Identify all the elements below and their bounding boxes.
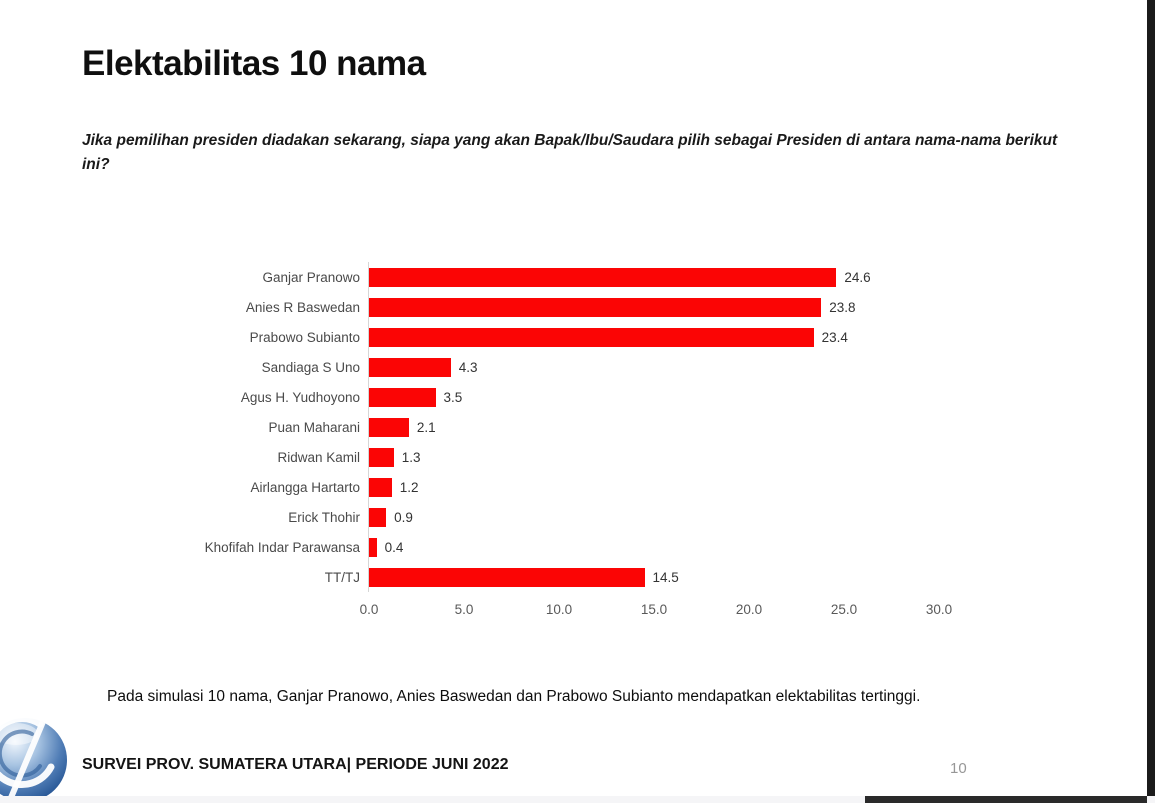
- bar-value-label: 0.4: [384, 539, 404, 555]
- x-axis-tick-label: 10.0: [545, 602, 573, 617]
- bar-value-label: 1.3: [401, 449, 421, 465]
- bar-row: Khofifah Indar Parawansa 0.4: [180, 532, 1040, 562]
- bar-row: Sandiaga S Uno 4.3: [180, 352, 1040, 382]
- bar-track: 24.6: [368, 262, 1040, 292]
- bar: [369, 327, 814, 347]
- bar-value-label: 2.1: [416, 419, 436, 435]
- x-axis-tick-label: 30.0: [925, 602, 953, 617]
- bar-row: Ganjar Pranowo 24.6: [180, 262, 1040, 292]
- bar-category-label: Ganjar Pranowo: [262, 269, 360, 285]
- bar: [369, 387, 436, 407]
- bar-category-label: Agus H. Yudhoyono: [240, 389, 360, 405]
- x-axis-ticks: 0.0 5.0 10.0 15.0 20.0 25.0 30.0: [360, 602, 1040, 622]
- bar-category-label: Puan Maharani: [268, 419, 360, 435]
- bar-track: 1.2: [368, 472, 1040, 502]
- bar-category-label: Anies R Baswedan: [245, 299, 360, 315]
- bar-chart: Ganjar Pranowo 24.6 Anies R Baswedan 23.8 Pr…: [180, 262, 1040, 622]
- bar-row: Agus H. Yudhoyono 3.5: [180, 382, 1040, 412]
- bar-row: Ridwan Kamil 1.3: [180, 442, 1040, 472]
- x-axis-tick-label: 25.0: [830, 602, 858, 617]
- page-number: 10: [950, 760, 967, 777]
- bar-row: TT/TJ 14.5: [180, 562, 1040, 592]
- bar-category-label: Ridwan Kamil: [277, 449, 360, 465]
- bar-row: Puan Maharani 2.1: [180, 412, 1040, 442]
- bar-track: 23.4: [368, 322, 1040, 352]
- bar-value-label: 1.2: [399, 479, 419, 495]
- bar-track: 23.8: [368, 292, 1040, 322]
- bar: [369, 267, 837, 287]
- bar: [369, 357, 451, 377]
- bar-track: 2.1: [368, 412, 1040, 442]
- bar: [369, 507, 387, 527]
- footer-survey-caption: SURVEI PROV. SUMATERA UTARA| PERIODE JUN…: [82, 756, 509, 773]
- conclusion-note: Pada simulasi 10 nama, Ganjar Pranowo, A…: [107, 688, 921, 705]
- bar-category-label: Sandiaga S Uno: [261, 359, 360, 375]
- x-axis-tick-label: 0.0: [359, 602, 379, 617]
- window-right-edge-bar: [1147, 0, 1155, 803]
- bar-row: Prabowo Subianto 23.4: [180, 322, 1040, 352]
- bar-value-label: 4.3: [458, 359, 478, 375]
- bar-row: Airlangga Hartarto 1.2: [180, 472, 1040, 502]
- bottom-right-edge-strip: [865, 796, 1147, 803]
- bar: [369, 297, 822, 317]
- bar-value-label: 0.9: [394, 509, 413, 525]
- bar: [369, 567, 645, 587]
- bar-track: 3.5: [368, 382, 1040, 412]
- bar-value-label: 23.8: [829, 299, 856, 315]
- bar-category-label: Prabowo Subianto: [249, 329, 360, 345]
- bar: [369, 537, 377, 557]
- x-axis-tick-label: 20.0: [735, 602, 763, 617]
- bar-category-label: Khofifah Indar Parawansa: [204, 539, 360, 555]
- bar-value-label: 24.6: [844, 269, 871, 285]
- x-axis-tick-label: 5.0: [454, 602, 474, 617]
- survey-question: Jika pemilihan presiden diadakan sekaran…: [82, 132, 1058, 174]
- bar-value-label: 23.4: [821, 329, 848, 345]
- slide-title: Elektabilitas 10 nama: [82, 44, 426, 83]
- bottom-edge-strip: [0, 796, 1155, 803]
- survey-company-logo-icon: [0, 714, 67, 803]
- bar-category-label: Erick Thohir: [288, 509, 360, 525]
- bar-category-label: Airlangga Hartarto: [250, 479, 360, 495]
- bar-value-label: 3.5: [443, 389, 463, 405]
- bar-row: Erick Thohir 0.9: [180, 502, 1040, 532]
- bar: [369, 477, 392, 497]
- bar: [369, 417, 409, 437]
- x-axis-tick-label: 15.0: [640, 602, 668, 617]
- bar-track: 0.9: [368, 502, 1040, 532]
- bar-track: 14.5: [368, 562, 1040, 592]
- bar-chart-rows: Ganjar Pranowo 24.6 Anies R Baswedan 23.8 Pr…: [180, 262, 1040, 592]
- bar-track: 4.3: [368, 352, 1040, 382]
- bar-category-label: TT/TJ: [324, 569, 360, 585]
- bar-track: 0.4: [368, 532, 1040, 562]
- bar: [369, 447, 394, 467]
- bar-value-label: 14.5: [652, 569, 679, 585]
- bar-track: 1.3: [368, 442, 1040, 472]
- bar-row: Anies R Baswedan 23.8: [180, 292, 1040, 322]
